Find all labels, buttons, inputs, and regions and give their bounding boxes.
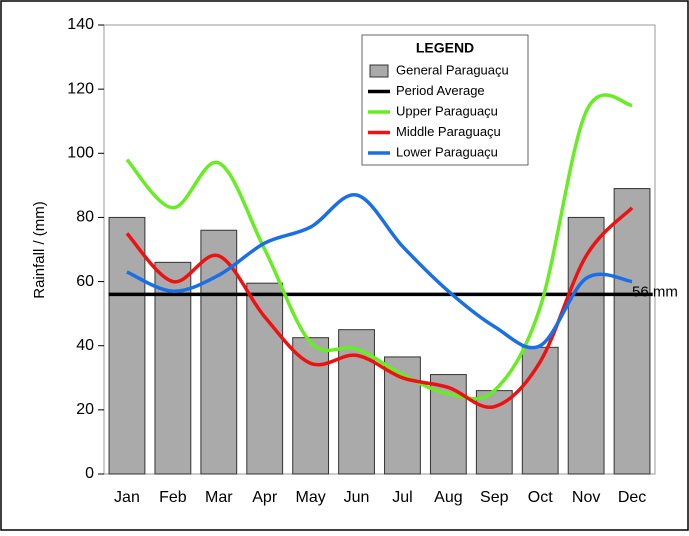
average-label: 56 mm <box>632 283 678 300</box>
legend-label: Middle Paraguaçu <box>396 124 501 139</box>
legend-title: LEGEND <box>416 40 474 56</box>
line <box>125 206 634 409</box>
bar <box>292 337 330 475</box>
x-tick-label: May <box>296 489 326 506</box>
y-tick-label: 80 <box>76 209 94 226</box>
x-tick-label: Sep <box>480 489 509 506</box>
x-tick-label: Dec <box>618 489 646 506</box>
bar <box>246 282 284 475</box>
x-tick-label: Aug <box>434 489 462 506</box>
bar <box>108 216 146 475</box>
x-tick-label: Feb <box>159 489 187 506</box>
x-tick-label: Jan <box>114 489 140 506</box>
line <box>125 93 633 401</box>
bar <box>338 329 375 475</box>
bar <box>475 390 513 475</box>
bar <box>521 346 559 475</box>
y-axis-label: Rainfall / (mm) <box>31 201 48 299</box>
y-tick-label: 0 <box>85 465 94 482</box>
x-tick-label: Oct <box>528 489 553 506</box>
x-tick-label: Mar <box>205 489 233 506</box>
y-tick-label: 40 <box>76 337 94 354</box>
bar <box>567 216 605 475</box>
bar <box>200 229 238 475</box>
legend-swatch <box>369 64 389 78</box>
legend-label: Period Average <box>396 83 485 98</box>
y-tick-label: 140 <box>67 16 94 33</box>
line <box>126 193 633 350</box>
legend-label: General Paraguaçu <box>396 62 509 77</box>
y-tick-label: 60 <box>76 273 94 290</box>
x-tick-label: Jul <box>392 489 412 506</box>
bar <box>154 261 192 475</box>
bar <box>613 188 651 475</box>
legend-label: Lower Paraguaçu <box>396 144 498 159</box>
legend-label: Upper Paraguaçu <box>396 103 498 118</box>
y-tick-label: 120 <box>67 80 94 97</box>
y-tick-label: 20 <box>76 401 94 418</box>
legend-box <box>361 34 529 166</box>
x-tick-label: Jun <box>344 489 370 506</box>
x-tick-label: Nov <box>572 489 600 506</box>
y-tick-label: 100 <box>67 145 94 162</box>
x-tick-label: Apr <box>252 489 278 506</box>
